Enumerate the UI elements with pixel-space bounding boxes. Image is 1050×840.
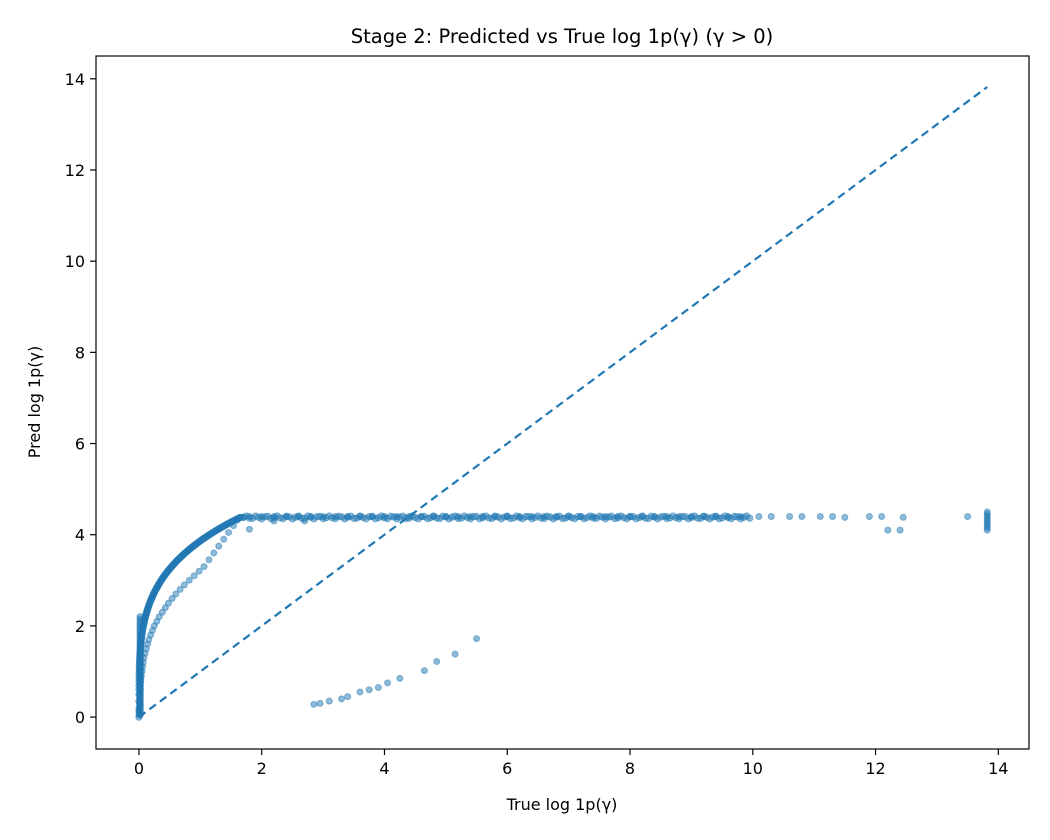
data-point xyxy=(176,585,184,593)
x-tick-label: 6 xyxy=(502,759,512,778)
plot-frame xyxy=(95,55,1030,750)
y-tick-label: 0 xyxy=(75,708,85,727)
y-axis-ticks: 0 2 4 6 8 10 12 14 xyxy=(65,70,96,727)
data-point xyxy=(816,512,824,520)
data-point xyxy=(896,526,904,534)
data-point xyxy=(325,697,333,705)
x-tick-label: 10 xyxy=(743,759,763,778)
data-point xyxy=(172,590,180,598)
data-point xyxy=(338,695,346,703)
data-point xyxy=(396,674,404,682)
y-tick-label: 10 xyxy=(65,252,85,271)
data-point xyxy=(365,686,373,694)
data-point xyxy=(798,512,806,520)
data-point xyxy=(841,513,849,521)
data-point xyxy=(180,581,188,589)
y-tick-label: 6 xyxy=(75,435,85,454)
data-point xyxy=(356,688,364,696)
data-point-density xyxy=(746,514,754,522)
data-point xyxy=(767,512,775,520)
x-tick-label: 14 xyxy=(988,759,1008,778)
data-point xyxy=(190,572,198,580)
data-point xyxy=(983,508,991,516)
y-axis-label: Pred log 1p(γ) xyxy=(25,346,44,458)
data-point xyxy=(195,567,203,575)
data-point xyxy=(451,650,459,658)
data-point xyxy=(899,513,907,521)
y-tick-label: 14 xyxy=(65,70,85,89)
x-tick-label: 12 xyxy=(865,759,885,778)
data-point xyxy=(964,512,972,520)
data-point xyxy=(829,512,837,520)
data-point-density xyxy=(136,613,144,621)
reference-line xyxy=(138,86,988,718)
data-point xyxy=(205,556,213,564)
data-point xyxy=(384,679,392,687)
chart-title: Stage 2: Predicted vs True log 1p(γ) (γ … xyxy=(351,25,774,48)
data-point xyxy=(225,528,233,536)
data-point xyxy=(344,693,352,701)
x-axis-ticks: 0 2 4 6 8 10 12 14 xyxy=(134,749,1008,778)
reference-line-group xyxy=(138,86,988,718)
data-point xyxy=(185,576,193,584)
data-point xyxy=(786,512,794,520)
y-tick-label: 12 xyxy=(65,161,85,180)
data-point xyxy=(245,525,253,533)
data-point xyxy=(865,512,873,520)
data-point xyxy=(310,700,318,708)
y-tick-label: 2 xyxy=(75,617,85,636)
x-tick-label: 4 xyxy=(379,759,389,778)
data-point xyxy=(433,657,441,665)
data-point xyxy=(420,667,428,675)
data-point xyxy=(164,599,172,607)
x-axis-label: True log 1p(γ) xyxy=(506,795,618,814)
data-point xyxy=(200,563,208,571)
x-tick-label: 0 xyxy=(134,759,144,778)
data-point xyxy=(878,512,886,520)
y-tick-label: 8 xyxy=(75,343,85,362)
data-point xyxy=(168,595,176,603)
data-point xyxy=(210,549,218,557)
y-tick-label: 4 xyxy=(75,526,85,545)
data-point xyxy=(215,542,223,550)
data-point xyxy=(884,526,892,534)
data-point xyxy=(755,512,763,520)
data-points-group xyxy=(135,508,991,721)
data-point xyxy=(374,683,382,691)
x-tick-label: 2 xyxy=(257,759,267,778)
data-point xyxy=(473,635,481,643)
data-point xyxy=(316,699,324,707)
data-point xyxy=(220,535,228,543)
x-tick-label: 8 xyxy=(625,759,635,778)
